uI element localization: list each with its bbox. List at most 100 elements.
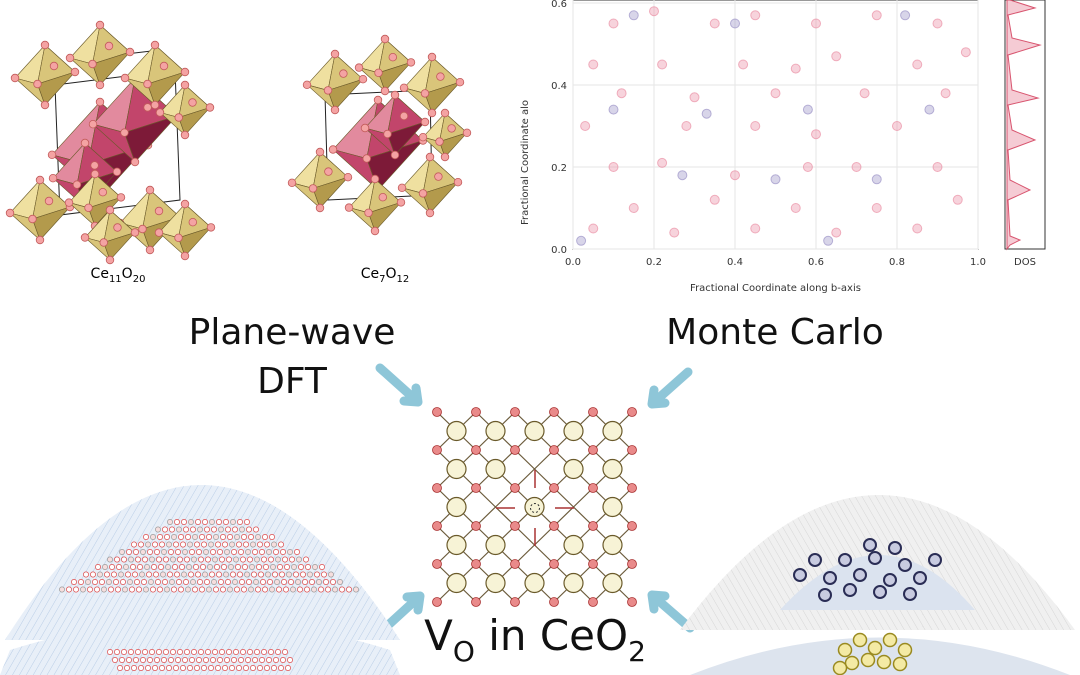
oxygen-atom [471,559,481,569]
scatter-point [811,18,821,29]
surface-atom [286,571,292,578]
surface-atom [235,564,241,570]
surface-atom [141,579,147,585]
oxygen-atom [420,117,430,127]
surface-atom [239,579,245,585]
surface-atom [148,579,154,585]
scatter-plot: 0.0 0.2 0.4 0.6 0.8 1.0 0.0 0.2 0.4 0.6 Fractional… [520,0,1046,294]
oxygen-atom [40,40,50,50]
surface-atom [154,549,160,555]
surface-atom [228,564,234,570]
oxygen-atom [88,59,97,69]
polyhedron-face [312,176,349,209]
surface-atom [170,556,176,563]
surface-atom [124,665,130,671]
surface-atom [122,586,128,593]
surface-atom [325,586,331,593]
oxygen-atom [588,597,598,607]
surface-atom [208,541,214,548]
surface-atom [115,586,121,593]
surface-atom [273,657,279,663]
cerium-atom [446,572,467,594]
oxygen-atom [549,483,559,493]
surface-atom [131,665,137,671]
oxygen-atom [510,521,520,531]
oxygen-atom [344,203,354,212]
oxygen-atom [138,224,147,234]
surface-atom [229,665,235,671]
polyhedron-face [422,181,459,214]
surface-atom [262,534,268,540]
surface-atom [153,571,159,578]
surface-atom [130,564,136,570]
surface-atom [209,571,215,578]
oxygen-atom [33,79,42,89]
surface-atom [240,556,246,563]
formula-part: Ce [91,266,109,282]
oxygen-atom [180,67,190,77]
dopant-atom [823,571,837,585]
surface-atom [234,586,240,593]
surface-atom [205,649,211,655]
surface-atom [300,571,306,578]
cluster-atom [876,654,892,670]
surface-atom [134,579,140,585]
surface-atom [214,564,220,570]
surface-atom [298,564,304,570]
surface-atom [207,564,213,570]
surface-atom [282,556,288,563]
oxygen-atom [588,445,598,455]
oxygen-atom [549,559,559,569]
oxygen-atom [471,407,481,417]
surface-atom [243,665,249,671]
surface-atom [328,571,334,578]
surface-atom [227,534,233,540]
surface-atom [155,579,161,585]
surface-atom [244,571,250,578]
surface-atom [157,534,163,540]
surface-atom [166,541,172,548]
scatter-point [851,162,862,172]
surface-atom [147,657,153,663]
surface-atom [196,549,202,555]
surface-atom [149,556,155,563]
cluster-atom [897,642,913,658]
surface-atom [271,665,277,671]
surface-atom [199,534,205,540]
surface-atom [107,649,113,655]
surface-atom [346,586,352,593]
x-tick-label: 0.6 [808,257,824,268]
surface-atom [248,586,254,593]
scatter-point [677,170,688,181]
surface-atom [194,665,200,671]
oxygen-atom [130,157,140,167]
oxygen-atom [116,193,126,202]
dopant-atom [903,587,917,601]
surface-atom [220,534,226,540]
formula-part: 12 [397,274,410,285]
surface-atom [166,665,172,671]
surface-atom [223,571,229,578]
surface-atom [295,579,301,585]
oxygen-atom [145,245,155,255]
surface-atom [73,586,79,593]
formula-part: 2 [628,635,646,668]
surface-atom [279,571,285,578]
surface-atom [162,579,168,585]
scatter-point [730,170,740,181]
oxygen-atom [436,72,445,81]
surface-atom [237,519,243,525]
surface-atom [283,586,289,593]
surface-atom [171,586,177,593]
oxygen-atom [471,483,481,493]
oxygen-atom [88,119,98,129]
cerium-atom [602,534,623,556]
oxygen-atom [324,167,333,176]
surface-atom [210,549,216,555]
scatter-point [608,162,619,172]
oxygen-atom [434,172,443,181]
surface-atom [247,649,253,655]
surface-atom [192,586,198,593]
surface-atom [302,579,308,585]
oxygen-atom [339,69,348,78]
